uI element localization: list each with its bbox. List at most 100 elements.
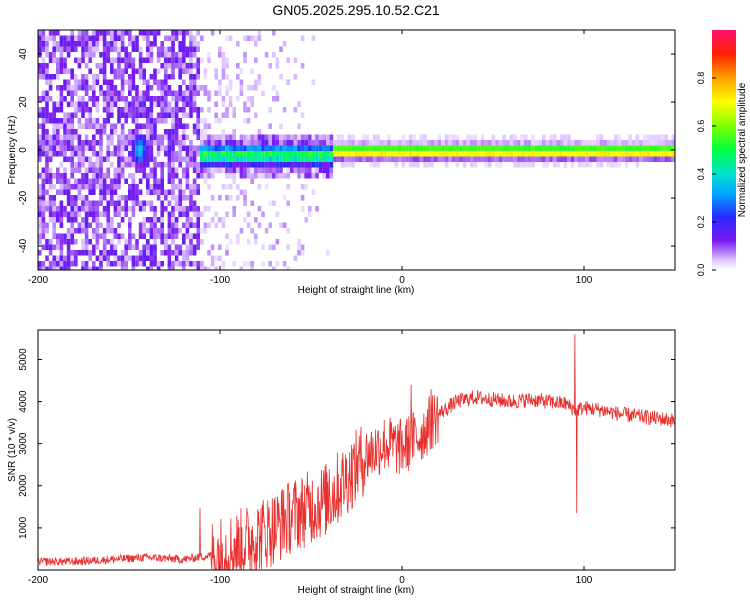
heatmap-cell xyxy=(128,255,132,261)
heatmap-cell xyxy=(178,107,182,113)
heatmap-cell xyxy=(617,151,622,157)
heatmap-cell xyxy=(225,195,229,201)
heatmap-cell xyxy=(228,134,233,140)
heatmap-cell xyxy=(257,30,262,36)
heatmap-cell xyxy=(232,129,236,135)
heatmap-cell xyxy=(250,156,254,162)
heatmap-cell xyxy=(300,250,305,256)
heatmap-cell xyxy=(156,233,161,239)
heatmap-cell xyxy=(88,68,92,74)
heatmap-cell xyxy=(430,156,434,162)
heatmap-cell xyxy=(41,222,46,228)
heatmap-cell xyxy=(635,134,640,140)
heatmap-cell xyxy=(239,167,244,173)
heatmap-cell xyxy=(588,162,593,168)
heatmap-cell xyxy=(164,68,168,74)
heatmap-cell xyxy=(286,134,290,140)
heatmap-cell xyxy=(135,261,139,267)
heatmap-cell xyxy=(56,233,60,239)
heatmap-cell xyxy=(380,145,384,151)
heatmap-cell xyxy=(534,140,539,146)
heatmap-cell xyxy=(167,85,172,91)
heatmap-cell xyxy=(524,140,528,146)
heatmap-cell xyxy=(182,140,186,146)
heatmap-cell xyxy=(178,189,182,195)
heatmap-cell xyxy=(513,156,517,162)
heatmap-cell xyxy=(171,173,175,179)
heatmap-cell xyxy=(153,30,157,36)
heatmap-cell xyxy=(549,156,553,162)
heatmap-x-tick-label: 0 xyxy=(399,275,405,286)
heatmap-cell xyxy=(56,134,60,140)
heatmap-cell xyxy=(351,140,355,146)
heatmap-cell xyxy=(92,118,96,124)
heatmap-cell xyxy=(70,30,74,36)
heatmap-cell xyxy=(300,63,305,69)
heatmap-cell xyxy=(117,255,121,261)
heatmap-cell xyxy=(88,46,92,52)
heatmap-cell xyxy=(63,96,67,102)
heatmap-cell xyxy=(272,30,276,36)
heatmap-cell xyxy=(70,151,74,157)
heatmap-cell xyxy=(624,162,629,168)
heatmap-cell xyxy=(135,156,139,162)
heatmap-cell xyxy=(200,151,204,157)
heatmap-cell xyxy=(92,74,96,80)
heatmap-cell xyxy=(48,195,53,201)
heatmap-cell xyxy=(56,63,60,69)
heatmap-cell xyxy=(59,266,64,270)
heatmap-cell xyxy=(297,250,301,256)
heatmap-cell xyxy=(272,244,276,250)
heatmap-cell xyxy=(286,57,290,63)
heatmap-cell xyxy=(160,52,164,58)
colorbar-tick-label: 0.6 xyxy=(696,120,706,133)
heatmap-cell xyxy=(588,151,593,157)
heatmap-cell xyxy=(142,151,146,157)
heatmap-cell xyxy=(520,134,524,140)
heatmap-cell xyxy=(99,156,103,162)
heatmap-cell xyxy=(178,250,182,256)
heatmap-cell xyxy=(351,134,355,140)
heatmap-cell xyxy=(423,145,427,151)
heatmap-cell xyxy=(131,68,136,74)
heatmap-cell xyxy=(200,134,204,140)
heatmap-cell xyxy=(250,140,254,146)
heatmap-cell xyxy=(491,151,496,157)
heatmap-cell xyxy=(282,151,287,157)
heatmap-cell xyxy=(52,228,56,234)
heatmap-cell xyxy=(138,178,143,184)
heatmap-cell xyxy=(124,255,128,261)
heatmap-cell xyxy=(182,57,186,63)
heatmap-cell xyxy=(239,90,244,96)
heatmap-cell xyxy=(128,90,132,96)
heatmap-cell xyxy=(534,151,539,157)
heatmap-cell xyxy=(160,228,164,234)
heatmap-cell xyxy=(77,211,82,217)
heatmap-cell xyxy=(117,112,121,118)
heatmap-cell xyxy=(48,206,53,212)
heatmap-cell xyxy=(196,118,200,124)
heatmap-cell xyxy=(117,74,121,80)
heatmap-cell xyxy=(401,162,406,168)
heatmap-cell xyxy=(178,156,182,162)
heatmap-cell xyxy=(477,151,481,157)
heatmap-cell xyxy=(196,46,200,52)
heatmap-cell xyxy=(138,261,143,267)
heatmap-cell xyxy=(452,140,456,146)
heatmap-cell xyxy=(498,156,503,162)
heatmap-cell xyxy=(56,151,60,157)
heatmap-cell xyxy=(207,156,211,162)
heatmap-cell xyxy=(102,30,107,36)
heatmap-cell xyxy=(286,162,290,168)
heatmap-cell xyxy=(95,30,100,36)
heatmap-cell xyxy=(92,101,96,107)
heatmap-cell xyxy=(41,217,46,223)
heatmap-cell xyxy=(257,162,262,168)
heatmap-cell xyxy=(102,107,107,113)
heatmap-cell xyxy=(257,140,262,146)
heatmap-cell xyxy=(174,90,179,96)
heatmap-cell xyxy=(160,140,164,146)
heatmap-cell xyxy=(300,151,305,157)
heatmap-cell xyxy=(624,140,629,146)
heatmap-cell xyxy=(318,156,323,162)
